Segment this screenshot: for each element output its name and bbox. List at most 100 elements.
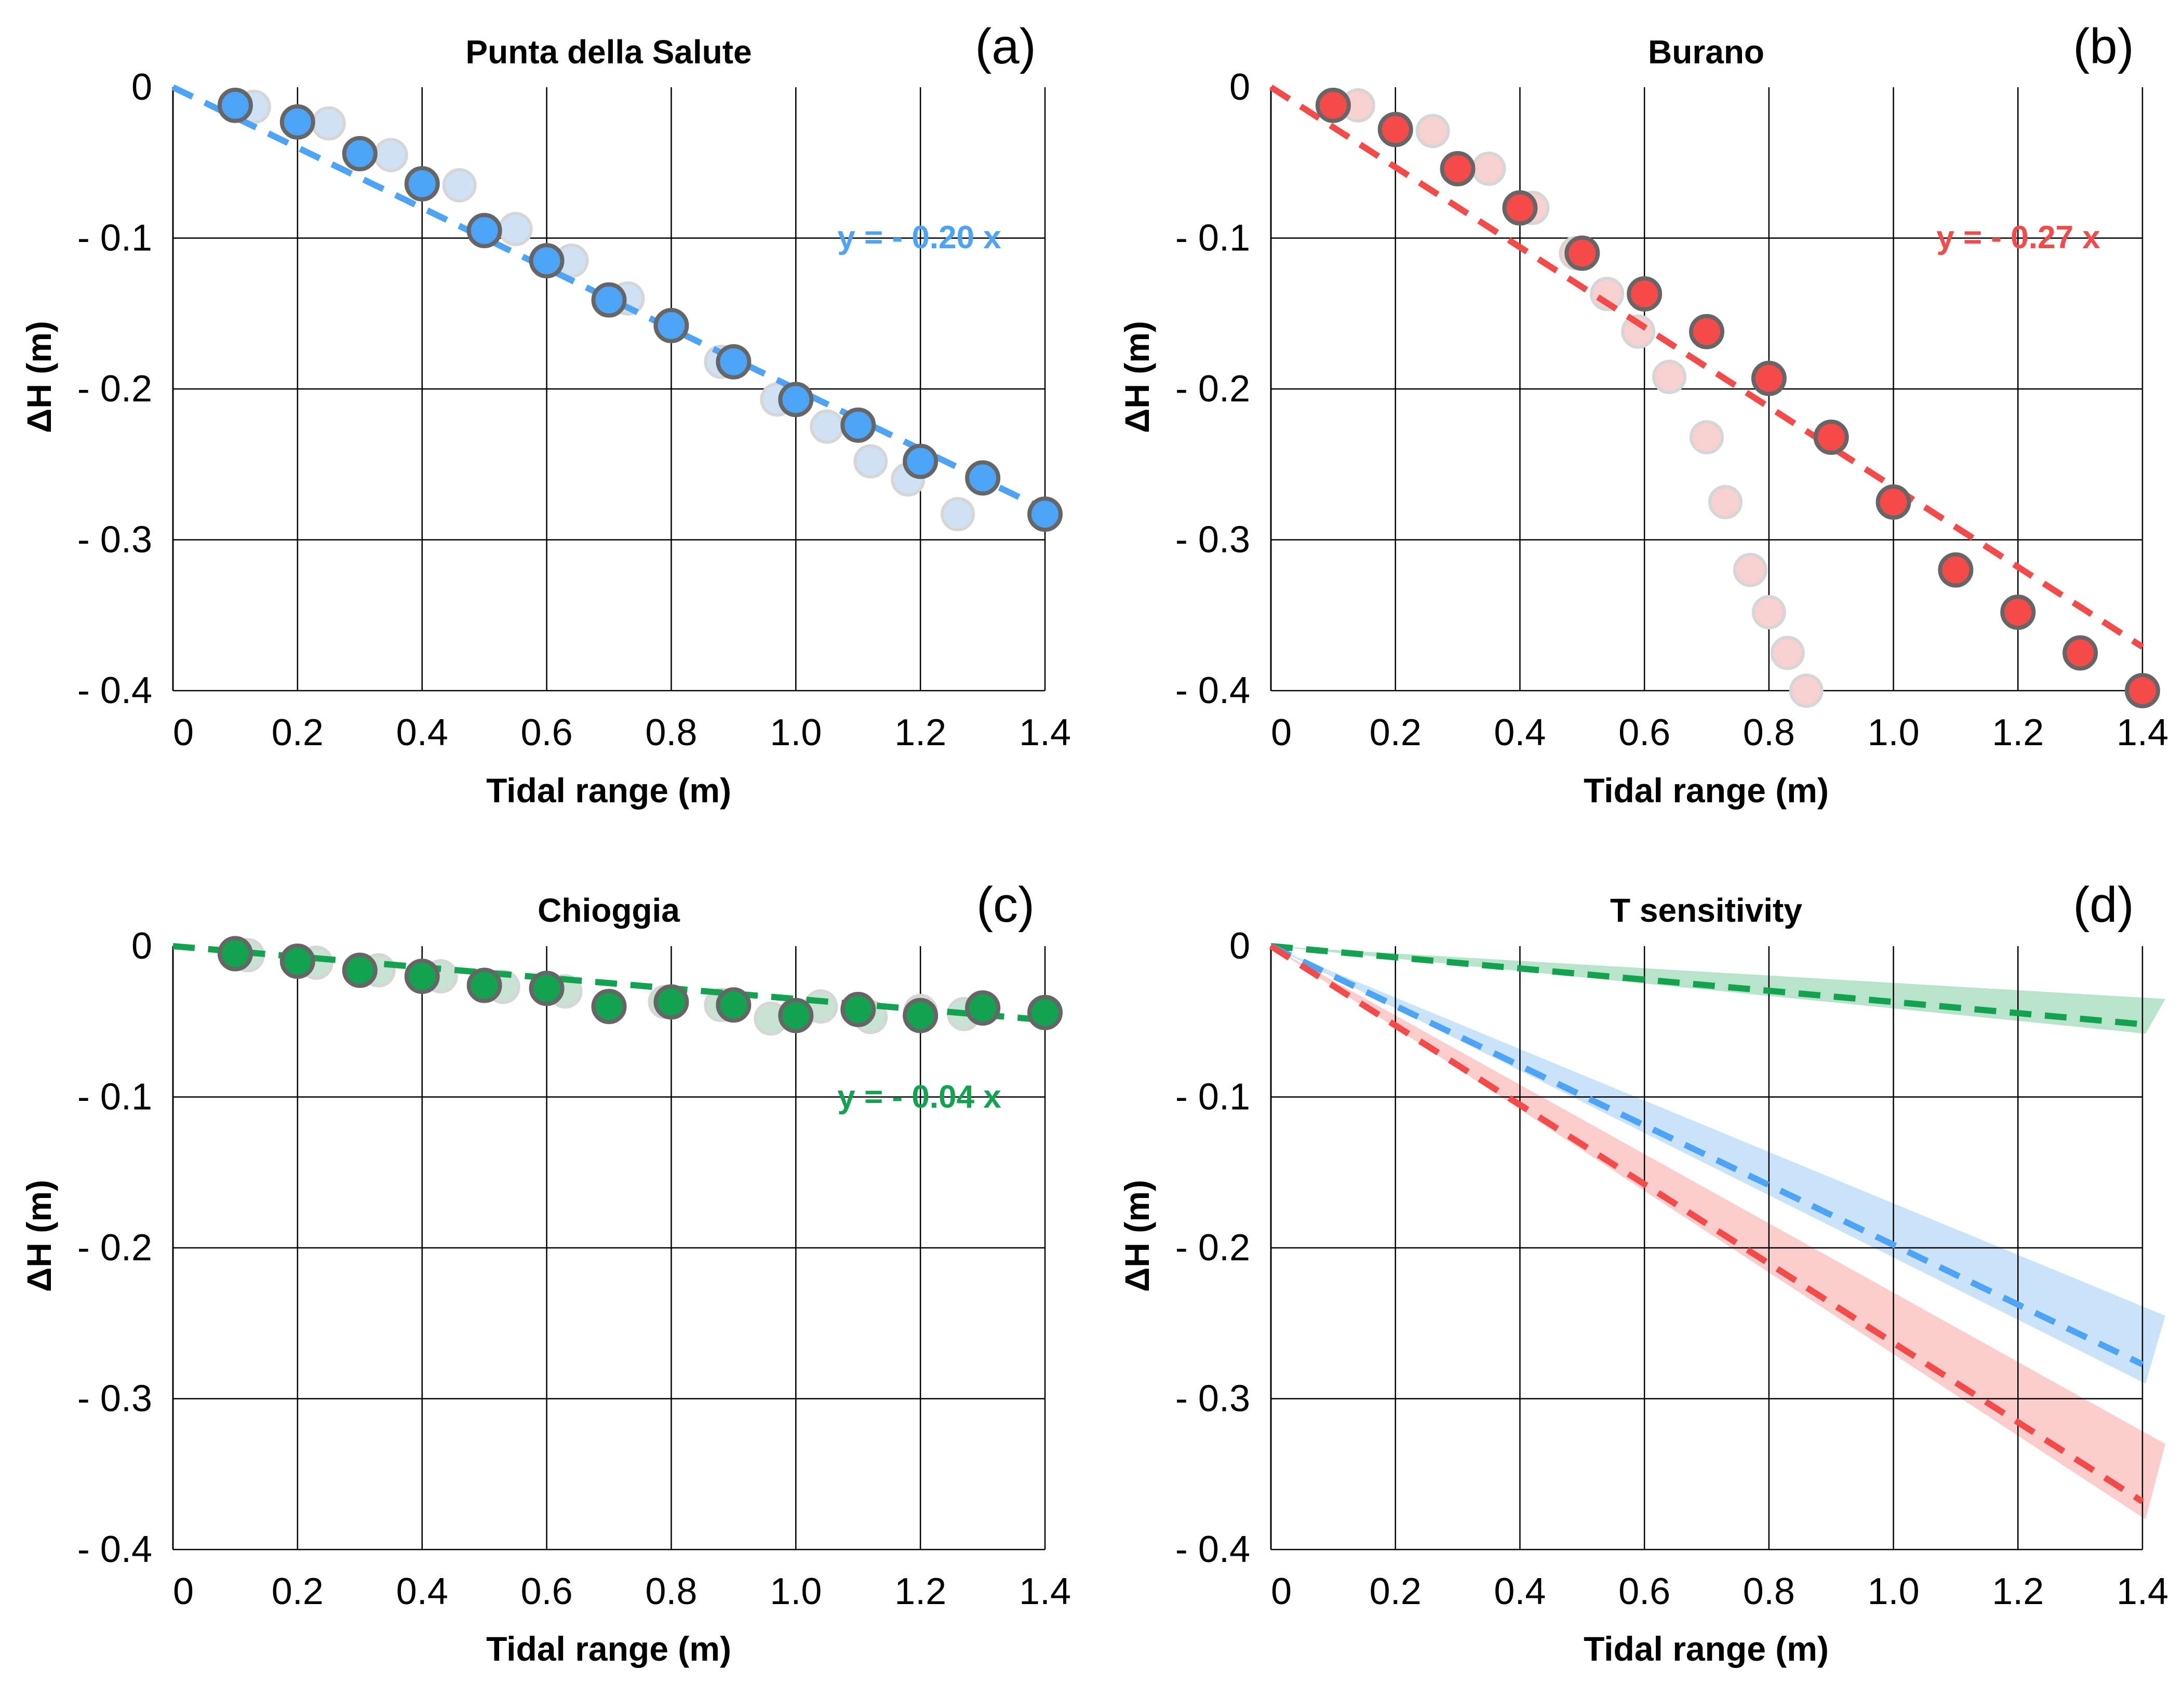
data-point xyxy=(591,282,627,318)
uncertainty-band xyxy=(1271,946,2165,1034)
y-axis-label: ΔH (m) xyxy=(20,321,58,433)
y-tick-label: 0 xyxy=(131,925,152,967)
y-tick-label: - 0.4 xyxy=(77,1529,152,1570)
panel-c: Chioggia (c) Tidal range (m) ΔH (m) y = … xyxy=(20,877,1071,1668)
data-point xyxy=(716,987,752,1023)
background-point xyxy=(373,138,408,172)
background-point xyxy=(1708,484,1743,519)
x-tick-label: 1.4 xyxy=(1019,712,1071,753)
x-axis-label: Tidal range (m) xyxy=(1584,1630,1829,1668)
data-point xyxy=(529,243,565,279)
data-point xyxy=(2062,635,2098,671)
x-tick-label: 0 xyxy=(1271,1571,1292,1612)
panel-label: (d) xyxy=(2073,877,2134,933)
panel-a: Punta della Salute (a) Tidal range (m) Δ… xyxy=(20,19,1071,810)
x-axis-label: Tidal range (m) xyxy=(486,1630,731,1668)
background-point xyxy=(1770,636,1805,670)
y-tick-label: 0 xyxy=(1229,66,1250,108)
y-tick-label: - 0.1 xyxy=(1175,1076,1250,1118)
data-point xyxy=(1027,994,1063,1030)
sensitivity-line xyxy=(1270,943,2143,1028)
data-point xyxy=(529,971,565,1006)
x-tick-label: 1.0 xyxy=(1868,1571,1920,1612)
x-axis-label: Tidal range (m) xyxy=(1584,771,1829,810)
y-tick-label: - 0.3 xyxy=(77,1378,152,1420)
data-point xyxy=(1938,552,1974,588)
data-point xyxy=(840,407,876,443)
data-point xyxy=(217,936,253,972)
y-axis-label: ΔH (m) xyxy=(1118,1180,1156,1292)
sensitivity-line xyxy=(1269,943,2145,1504)
panel-title: T sensitivity xyxy=(1610,892,1802,929)
y-tick-label: - 0.2 xyxy=(1175,1227,1250,1269)
x-tick-label: 0.6 xyxy=(521,1571,573,1612)
y-axis-label: ΔH (m) xyxy=(1118,321,1156,433)
background-point xyxy=(311,106,346,141)
panel-d: T sensitivity (d) Tidal range (m) ΔH (m)… xyxy=(1118,877,2168,1668)
data-point xyxy=(2000,594,2036,630)
x-tick-label: 0.4 xyxy=(1494,712,1546,753)
panel-label: (b) xyxy=(2073,19,2134,74)
data-point xyxy=(2125,673,2160,708)
y-tick-label: - 0.1 xyxy=(77,1076,152,1118)
data-point xyxy=(279,104,315,140)
y-tick-label: - 0.2 xyxy=(77,1227,152,1269)
y-tick-label: - 0.3 xyxy=(1175,519,1250,561)
x-tick-label: 0.6 xyxy=(1618,1571,1670,1612)
data-point xyxy=(1875,484,1911,520)
fit-equation: y = - 0.04 x xyxy=(837,1079,1001,1115)
data-point xyxy=(342,952,378,988)
data-point xyxy=(1377,112,1413,147)
data-point xyxy=(716,344,752,380)
x-tick-label: 1.4 xyxy=(2116,1571,2168,1612)
y-tick-label: 0 xyxy=(1229,925,1250,967)
background-point xyxy=(442,168,477,203)
x-tick-label: 0.8 xyxy=(645,1571,697,1612)
x-tick-label: 0.8 xyxy=(645,712,697,753)
data-point xyxy=(965,460,1001,496)
data-point xyxy=(466,967,502,1003)
x-tick-label: 0.6 xyxy=(1618,712,1670,753)
x-tick-label: 1.4 xyxy=(1019,1571,1071,1612)
y-tick-label: - 0.4 xyxy=(77,670,152,711)
x-tick-label: 1.2 xyxy=(1992,1571,2044,1612)
data-point xyxy=(903,443,939,479)
data-point xyxy=(653,307,689,343)
data-point xyxy=(1027,496,1063,532)
background-point xyxy=(1690,420,1724,454)
background-point xyxy=(1789,674,1824,708)
y-tick-label: - 0.2 xyxy=(1175,368,1250,410)
data-point xyxy=(591,989,627,1025)
y-tick-label: - 0.3 xyxy=(77,519,152,561)
panel-title: Punta della Salute xyxy=(465,33,752,71)
panel-title: Burano xyxy=(1648,33,1764,71)
x-tick-label: 1.2 xyxy=(894,1571,946,1612)
x-tick-label: 0.2 xyxy=(272,1571,324,1612)
data-point xyxy=(965,990,1001,1026)
background-point xyxy=(810,409,845,444)
y-tick-label: 0 xyxy=(131,66,152,108)
panel-title: Chioggia xyxy=(538,892,680,929)
x-tick-label: 0.4 xyxy=(396,1571,448,1612)
background-point xyxy=(853,444,888,479)
x-tick-label: 0.4 xyxy=(396,712,448,753)
data-point xyxy=(217,87,253,123)
y-tick-label: - 0.4 xyxy=(1175,1529,1250,1570)
y-tick-label: - 0.2 xyxy=(77,368,152,410)
y-tick-label: - 0.4 xyxy=(1175,670,1250,711)
data-point xyxy=(903,998,939,1033)
x-tick-label: 1.0 xyxy=(770,712,822,753)
x-tick-label: 0.4 xyxy=(1494,1571,1546,1612)
background-point xyxy=(941,497,975,532)
background-point xyxy=(1415,114,1450,149)
data-point xyxy=(404,166,440,201)
data-point xyxy=(840,992,876,1028)
data-point xyxy=(279,944,315,979)
y-axis-label: ΔH (m) xyxy=(20,1180,58,1292)
x-tick-label: 0.8 xyxy=(1743,712,1795,753)
x-tick-label: 0.6 xyxy=(521,712,573,753)
panel-label: (a) xyxy=(975,19,1036,74)
panel-label: (c) xyxy=(976,877,1035,933)
x-tick-label: 0.8 xyxy=(1743,1571,1795,1612)
